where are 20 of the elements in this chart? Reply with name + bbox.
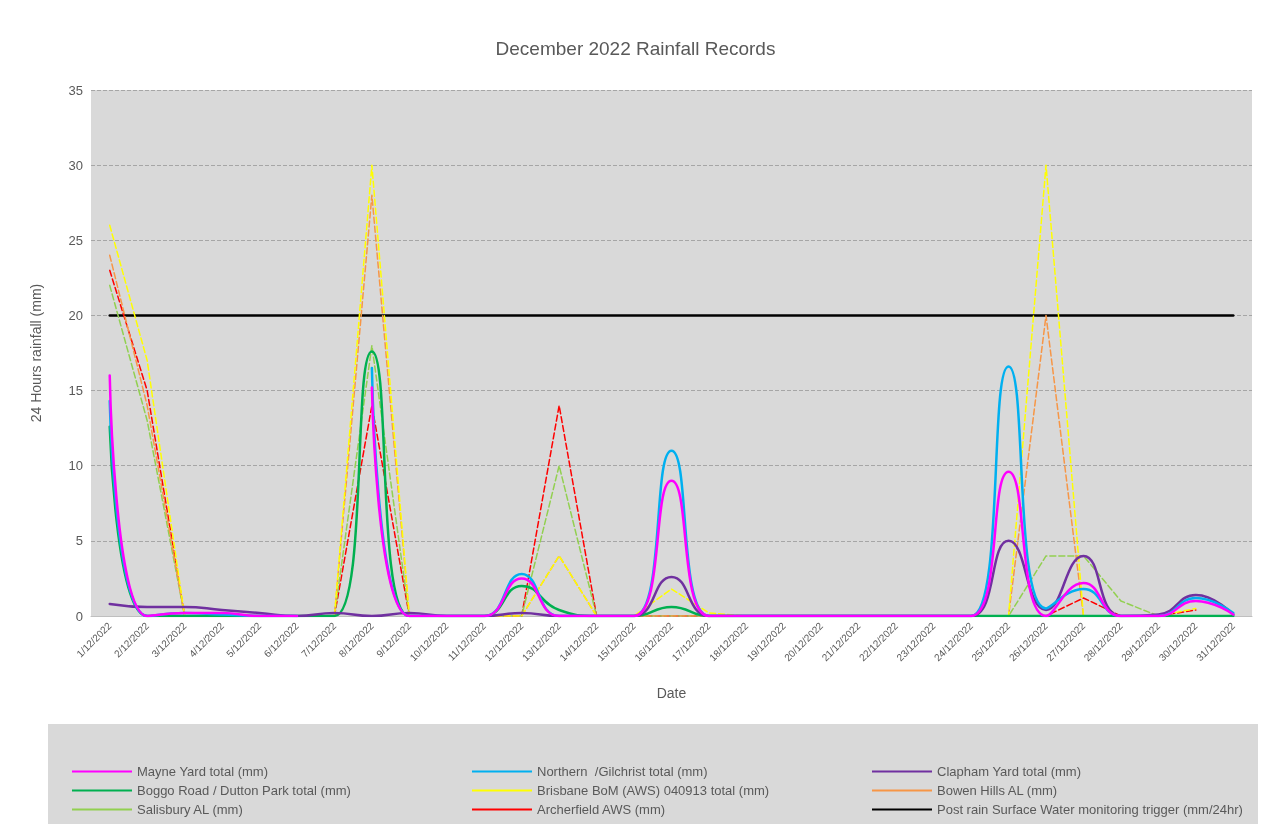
y-tick-label: 35: [68, 82, 83, 98]
y-tick-label: 5: [75, 533, 83, 549]
y-tick-label: 0: [75, 608, 83, 624]
legend-label: Clapham Yard total (mm): [937, 764, 1082, 779]
chart-title: December 2022 Rainfall Records: [495, 38, 776, 59]
legend-label: Boggo Road / Dutton Park total (mm): [137, 783, 351, 798]
legend-label: Bowen Hills AL (mm): [937, 783, 1058, 798]
y-tick-label: 30: [68, 157, 83, 173]
y-axis-title: 24 Hours rainfall (mm): [28, 283, 44, 423]
legend-label: Salisbury AL (mm): [137, 802, 243, 817]
legend-label: Northern /Gilchrist total (mm): [537, 764, 708, 779]
legend-label: Brisbane BoM (AWS) 040913 total (mm): [537, 783, 770, 798]
legend-label: Post rain Surface Water monitoring trigger (mm/24hr): [937, 802, 1243, 817]
y-tick-label: 25: [68, 232, 83, 248]
y-tick-label: 20: [68, 307, 83, 323]
legend-label: Archerfield AWS (mm): [537, 802, 666, 817]
x-axis-title: Date: [656, 685, 687, 701]
legend-label: Mayne Yard total (mm): [137, 764, 269, 779]
y-tick-label: 10: [68, 458, 83, 474]
y-tick-label: 15: [68, 383, 83, 399]
